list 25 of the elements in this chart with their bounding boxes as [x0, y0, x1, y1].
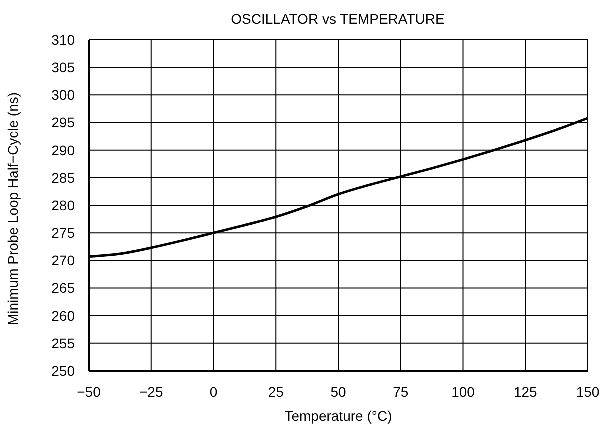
- y-tick-label: 270: [52, 252, 76, 269]
- y-tick-label: 275: [52, 225, 76, 242]
- x-tick-label: −50: [77, 384, 102, 400]
- y-tick-label: 265: [52, 280, 76, 296]
- y-tick-label: 295: [52, 114, 76, 131]
- x-tick-label: 0: [210, 384, 218, 400]
- x-tick-label: 100: [452, 384, 476, 400]
- x-tick-label: 125: [514, 384, 538, 400]
- y-tick-label: 310: [52, 32, 76, 48]
- y-tick-label: 285: [52, 170, 76, 186]
- chart-title: OSCILLATOR vs TEMPERATURE: [231, 11, 445, 27]
- y-tick-label: 250: [52, 362, 76, 379]
- x-tick-label: 50: [330, 384, 346, 400]
- y-tick-label: 260: [52, 308, 76, 324]
- x-tick-label: 25: [268, 384, 284, 400]
- y-tick-label: 300: [52, 87, 76, 104]
- x-tick-label: −25: [140, 384, 164, 400]
- y-tick-label: 305: [52, 60, 76, 76]
- y-axis-title: Minimum Probe Loop Half−Cycle (ns): [4, 92, 21, 326]
- x-axis-title: Temperature (°C): [284, 408, 392, 424]
- y-tick-label: 255: [52, 335, 76, 352]
- x-tick-label: 150: [576, 384, 600, 400]
- x-tick-label: 75: [393, 384, 409, 400]
- y-tick-label: 280: [52, 197, 76, 214]
- y-tick-label: 290: [52, 142, 76, 158]
